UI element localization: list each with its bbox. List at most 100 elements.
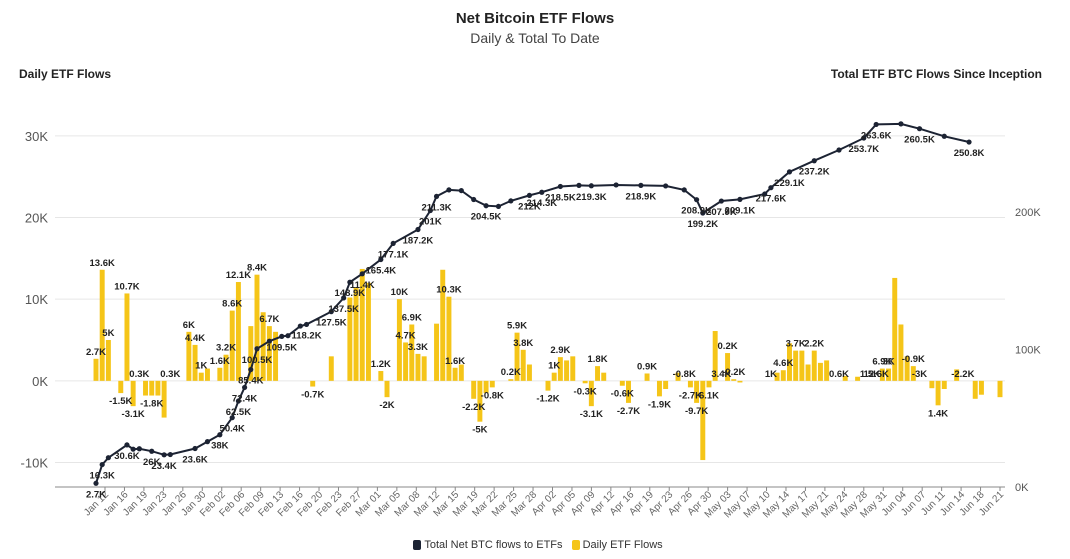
total-flow-point — [229, 415, 235, 421]
daily-flow-bar — [892, 277, 898, 381]
daily-flow-label: 5K — [102, 328, 114, 339]
total-flow-point — [341, 295, 347, 301]
daily-flow-bar — [248, 326, 254, 381]
total-flow-label: 253.7K — [848, 144, 879, 155]
daily-flow-label: 4.6K — [773, 358, 793, 369]
total-flow-point — [941, 133, 947, 139]
daily-flow-label: 1.6K — [210, 356, 230, 367]
daily-flow-label: -3.1K — [580, 409, 603, 420]
total-flow-label: 118.2K — [291, 330, 321, 341]
total-flow-label: 207.9K — [706, 207, 737, 218]
total-flow-point — [378, 256, 384, 263]
total-flow-label: 217.6K — [756, 194, 787, 205]
legend-label-total[interactable]: Total Net BTC flows to ETFs — [424, 539, 563, 552]
total-flow-point — [588, 183, 594, 189]
daily-flow-label: 0.3K — [160, 369, 180, 380]
total-flow-point — [130, 446, 136, 452]
daily-flow-bar — [712, 331, 718, 381]
legend-label-daily[interactable]: Daily ETF Flows — [582, 539, 663, 552]
daily-flow-bar — [774, 372, 780, 381]
daily-flow-bar — [663, 380, 669, 389]
right-tick-label: 100K — [1015, 344, 1041, 356]
total-flow-point — [192, 445, 198, 452]
daily-flow-label: -0.2K — [722, 367, 745, 378]
total-flow-label: 23.6K — [182, 454, 207, 465]
daily-flow-bar — [929, 380, 935, 389]
total-flow-point — [248, 366, 254, 373]
total-flow-label: 201K — [419, 217, 442, 228]
total-flow-point — [458, 187, 464, 194]
daily-flow-label: 4.7K — [396, 330, 416, 341]
daily-flow-bar — [520, 349, 526, 381]
total-flow-point — [861, 135, 867, 141]
daily-flow-bar — [886, 368, 892, 381]
daily-flow-bar — [626, 380, 631, 403]
daily-flow-label: 10.3K — [436, 285, 461, 296]
daily-flow-label: 8.6K — [222, 299, 242, 310]
daily-flow-bar — [811, 350, 817, 381]
daily-flow-label: -0.8K — [673, 369, 696, 380]
daily-flow-bar — [514, 332, 520, 381]
total-flow-point — [762, 191, 768, 197]
total-flow-point — [297, 323, 303, 329]
total-flow-point — [303, 321, 310, 328]
daily-flow-bar — [310, 380, 316, 387]
daily-flow-bar — [508, 379, 514, 381]
daily-flow-label: -2.7K — [679, 390, 702, 401]
daily-flow-bar — [124, 293, 130, 381]
daily-flow-bar — [780, 370, 786, 381]
daily-flow-label: 12.6K — [863, 369, 888, 380]
daily-flow-bar — [359, 268, 365, 381]
daily-flow-bar — [235, 282, 241, 381]
daily-flow-bar — [130, 380, 136, 407]
total-flow-label: 212K — [518, 201, 541, 212]
total-flow-point — [916, 126, 923, 132]
left-tick-label: 10K — [25, 292, 48, 307]
daily-flow-bar — [384, 380, 390, 398]
daily-flow-bar — [787, 343, 792, 381]
daily-flow-bar — [898, 324, 904, 381]
left-tick-label: 30K — [25, 129, 48, 144]
total-flow-label: 214.3K — [526, 198, 557, 209]
daily-flow-label: 1K — [765, 369, 777, 380]
daily-flow-bar — [229, 310, 235, 381]
total-flow-label: 62.5K — [226, 407, 251, 418]
left-tick-label: 0K — [32, 374, 48, 389]
daily-flow-label: 3.2K — [216, 343, 236, 354]
daily-flow-label: -3.1K — [122, 409, 145, 420]
total-flow-label: 100.5K — [242, 355, 273, 366]
daily-flow-label: 1.2K — [371, 359, 391, 370]
daily-flow-bar — [725, 353, 731, 381]
daily-flow-label: 3.3K — [408, 342, 428, 353]
daily-flow-bar — [941, 380, 947, 389]
total-flow-point — [966, 139, 972, 145]
daily-flow-bar — [415, 353, 421, 381]
daily-flow-bar — [446, 296, 452, 381]
total-flow-point — [204, 439, 211, 445]
total-flow-point — [254, 346, 260, 352]
daily-flow-label: 1.6K — [445, 356, 465, 367]
total-flow-point — [836, 147, 842, 153]
daily-flow-bar — [99, 269, 105, 381]
daily-flow-label: -2.7K — [617, 406, 640, 417]
total-flow-label: 11.4K — [350, 280, 375, 291]
daily-flow-label: 3.7K — [786, 339, 806, 350]
daily-flow-label: 6.9K — [872, 357, 892, 368]
daily-flow-bar — [328, 356, 334, 381]
total-flow-point — [105, 455, 111, 461]
daily-flow-label: 10K — [391, 287, 409, 298]
total-flow-point — [508, 198, 514, 204]
daily-flow-bar — [149, 380, 155, 396]
daily-flow-bar — [737, 380, 743, 383]
daily-flow-bar — [731, 379, 737, 381]
daily-flow-label: 1K — [548, 361, 560, 372]
total-flow-label: 72.4K — [232, 393, 257, 404]
daily-flow-label: 6.1K — [699, 390, 719, 401]
daily-flow-bar — [204, 368, 210, 381]
daily-flow-label: 5.9K — [507, 321, 527, 332]
daily-flow-bar — [978, 380, 984, 395]
total-flow-label: 263.6K — [861, 130, 892, 141]
daily-flow-label: 6K — [183, 320, 195, 331]
total-flow-point — [681, 187, 687, 193]
daily-flow-bar — [365, 282, 371, 381]
